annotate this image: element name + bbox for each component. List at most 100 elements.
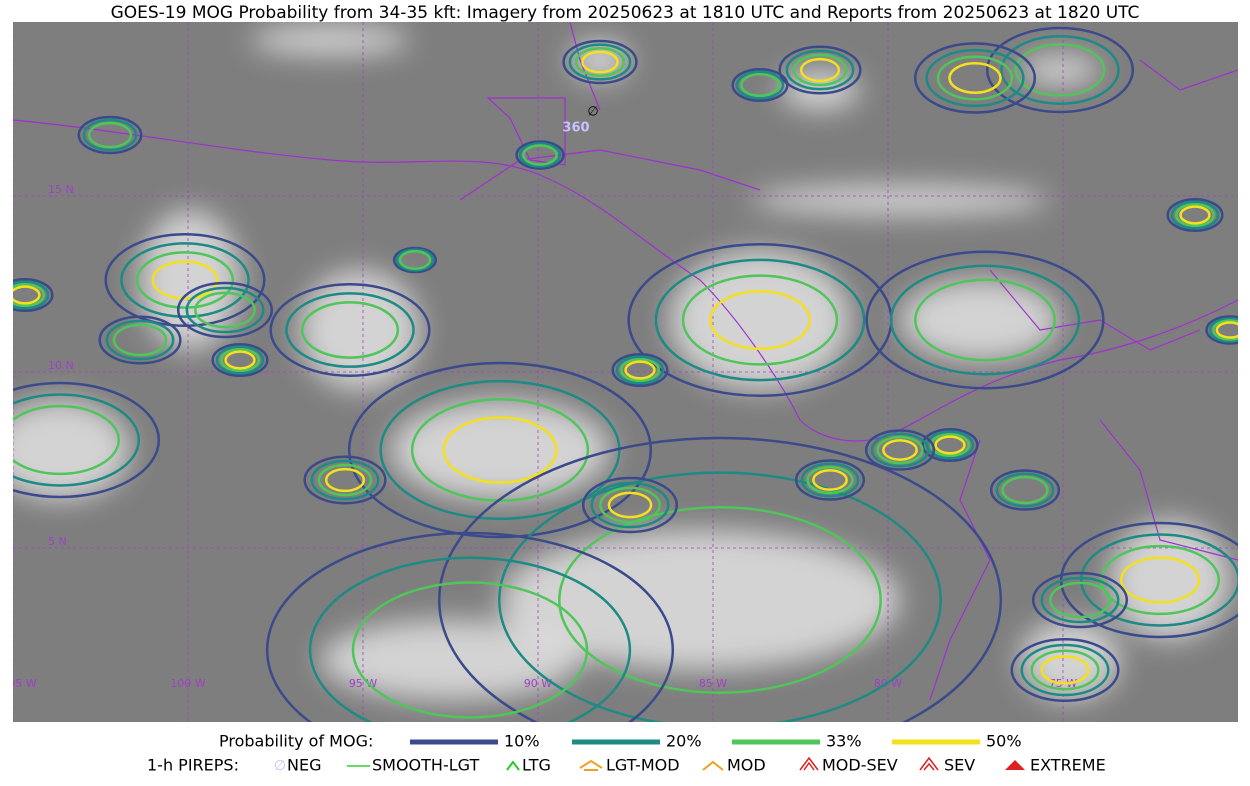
lat-label: 10 N (48, 359, 74, 372)
contour-1 (1079, 533, 1238, 627)
contour-2 (599, 486, 661, 524)
contour-2 (681, 274, 839, 366)
contour-2 (300, 301, 400, 359)
contour-0 (211, 343, 269, 377)
contour-0 (392, 246, 438, 274)
contour-0 (611, 353, 669, 387)
contour-0 (865, 250, 1105, 390)
contour-1 (1020, 643, 1110, 697)
contour-2 (1099, 544, 1221, 616)
contour-2 (930, 432, 970, 458)
contour-0 (913, 42, 1037, 114)
contour-0 (778, 45, 862, 95)
cloud (750, 185, 1050, 215)
contour-1 (395, 248, 435, 272)
contour-1 (889, 264, 1081, 376)
pireps-title: 1-h PIREPS: (147, 756, 239, 775)
contour-3 (442, 416, 558, 484)
contour-1 (654, 258, 866, 382)
contour-3 (948, 62, 1002, 94)
contour-2 (220, 347, 260, 373)
contour-2 (112, 323, 168, 357)
pirep-label: MOD-SEV (822, 756, 898, 775)
contour-0 (269, 283, 431, 377)
contour-2 (87, 121, 133, 149)
contour-0 (1205, 315, 1238, 345)
contour-1 (518, 142, 562, 168)
mod-sev-icon (799, 756, 819, 771)
contour-2 (792, 53, 848, 87)
contour-1 (1040, 576, 1120, 624)
contour-1 (615, 355, 665, 385)
contour-1 (13, 280, 50, 310)
contour-1 (1000, 35, 1120, 105)
lon-label: 90 W (524, 677, 552, 690)
contour-2 (398, 250, 432, 270)
contour-0 (347, 361, 653, 539)
contour-0 (864, 429, 936, 471)
contour-3 (151, 260, 219, 300)
lon-label: 85 W (699, 677, 727, 690)
contour-3 (934, 435, 966, 455)
contour-1 (310, 459, 380, 501)
contour-2 (135, 251, 235, 309)
contour-0 (1010, 638, 1120, 702)
contour-0 (562, 39, 638, 85)
contour-2 (1049, 581, 1111, 619)
contour-3 (1179, 205, 1211, 225)
contour-2 (13, 404, 120, 476)
lgt-mod-icon (579, 759, 603, 771)
pirep-label: SMOOTH-LGT (372, 756, 479, 775)
pirep-label: NEG (287, 756, 321, 775)
contour-3 (624, 360, 656, 380)
contour-3 (324, 467, 366, 493)
contour-2 (13, 282, 45, 308)
contour-0 (985, 26, 1135, 114)
legend-title: Probability of MOG: (219, 732, 373, 751)
legend-label: 50% (986, 732, 1022, 751)
contour-3 (1120, 556, 1200, 604)
contour-0 (303, 455, 387, 505)
contour-3 (799, 57, 841, 83)
contour-1 (285, 292, 415, 368)
contour-1 (105, 319, 175, 361)
contour-1 (13, 393, 141, 487)
contour-1 (1170, 200, 1220, 230)
contour-0 (989, 469, 1061, 511)
contour-1 (82, 118, 138, 152)
contour-1 (215, 345, 265, 375)
pirep-legend: ∅ 1-h PIREPS: NEG SMOOTH-LGT LTG LGT-MOD MOD M… (147, 756, 1106, 775)
contour-0 (13, 278, 54, 312)
lon-label: 100 W (170, 677, 205, 690)
neg-icon: ∅ (274, 758, 286, 774)
contour-2 (194, 291, 256, 329)
contour-1 (785, 49, 855, 91)
cloud (390, 400, 610, 500)
lon-label: 105 W (1, 677, 36, 690)
contour-3 (607, 491, 653, 519)
contour-0 (581, 476, 679, 534)
title: GOES-19 MOG Probability from 34-35 kft: … (111, 3, 1140, 23)
pirep-label: SEV (944, 756, 975, 775)
contour-1 (590, 481, 670, 529)
legend-label: 33% (826, 732, 862, 751)
contour-1 (995, 472, 1055, 508)
contour-1 (185, 286, 265, 334)
contour-3 (13, 285, 41, 305)
contour-2 (1175, 202, 1215, 228)
pirep-label: LGT-MOD (606, 756, 680, 775)
contour-2 (740, 72, 780, 98)
contour-3 (882, 439, 918, 461)
lat-label: 15 N (48, 183, 74, 196)
contour-1 (870, 432, 930, 468)
pirep-label: MOD (727, 756, 766, 775)
contour-1 (498, 471, 942, 722)
contour-2 (317, 463, 373, 497)
contour-3 (1040, 655, 1090, 685)
contour-0 (98, 315, 182, 365)
extreme-icon (1005, 760, 1025, 770)
contour-1 (800, 462, 860, 498)
contour-0 (77, 115, 143, 155)
